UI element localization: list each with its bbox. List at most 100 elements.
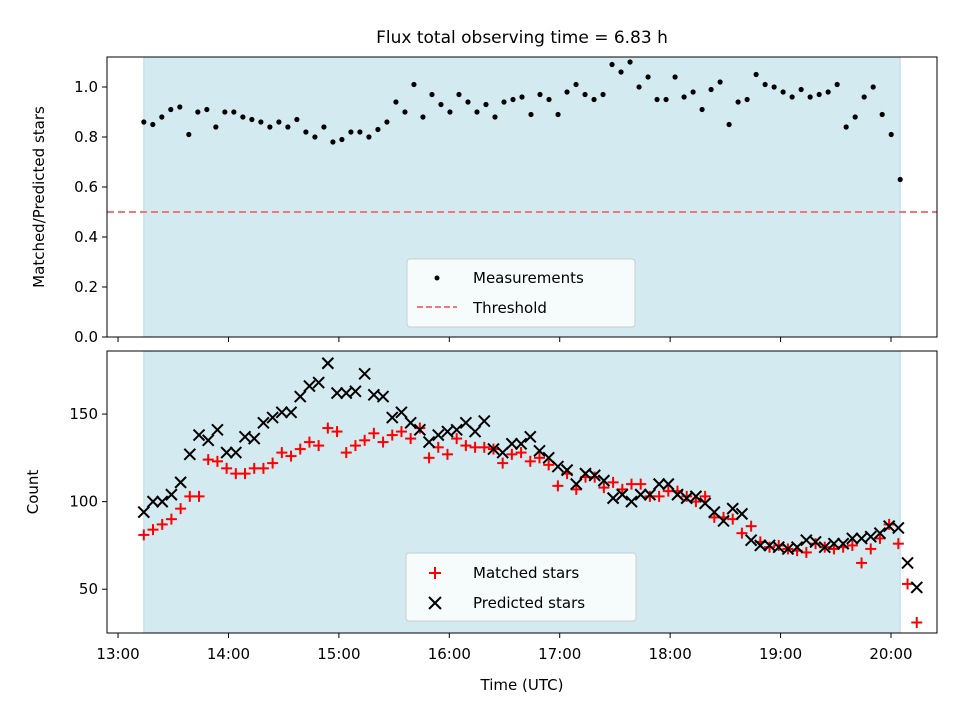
- measurement-point: [780, 89, 786, 95]
- matched-star-point: [386, 429, 398, 441]
- matched-star-point: [533, 452, 545, 464]
- predicted-star-point: [514, 437, 528, 451]
- matched-star-point: [441, 448, 453, 460]
- measurement-point: [843, 124, 849, 130]
- predicted-star-point: [836, 537, 850, 550]
- matched-star-point: [395, 426, 407, 438]
- matched-star-point: [359, 434, 371, 446]
- matched-star-point: [690, 496, 702, 508]
- measurement-point: [888, 131, 894, 138]
- x-tick-label: 18:00: [649, 645, 692, 663]
- ratio-axes-frame: [106, 56, 938, 338]
- matched-star-point: [570, 483, 582, 495]
- predicted-star-point: [754, 539, 767, 552]
- measurement-point: [564, 89, 570, 95]
- predicted-star-point: [662, 477, 675, 491]
- predicted-star-point: [744, 533, 758, 547]
- predicted-star-point: [809, 535, 822, 549]
- matched-star-point: [193, 490, 205, 502]
- matched-star-point: [147, 524, 159, 536]
- measurement-point: [816, 91, 822, 98]
- matched-star-point: [349, 440, 361, 452]
- measurement-point: [501, 99, 507, 105]
- matched-star-point: [552, 480, 564, 492]
- matched-star-point: [221, 462, 233, 474]
- measurement-point: [366, 134, 372, 140]
- legend-label-matched: Matched stars: [473, 564, 579, 582]
- legend-marker-matched: [429, 567, 441, 579]
- measurement-point: [519, 94, 525, 100]
- measurement-point: [411, 81, 417, 88]
- ratio-y-tick-label: 1.0: [74, 78, 98, 96]
- counts-axes-frame: [106, 350, 938, 634]
- measurement-point: [195, 109, 201, 115]
- matched-star-point: [423, 452, 435, 464]
- predicted-star-point: [570, 477, 583, 491]
- matched-star-point: [497, 457, 509, 469]
- ratio-y-tick-label: 0.4: [74, 228, 98, 246]
- measurement-point: [375, 126, 381, 133]
- counts-legend: Matched stars Predicted stars: [405, 552, 637, 622]
- measurement-point: [294, 116, 300, 123]
- ratio-legend-box: [406, 258, 636, 328]
- matched-star-point: [607, 476, 619, 488]
- predicted-star-point: [220, 446, 233, 459]
- matched-star-point: [874, 532, 886, 544]
- matched-star-point: [331, 426, 343, 438]
- matched-star-point: [616, 483, 628, 495]
- legend-marker-predicted: [428, 596, 442, 610]
- measurement-point: [312, 134, 318, 140]
- ratio-y-tick-label: 0.8: [74, 128, 98, 146]
- measurement-point: [870, 84, 876, 90]
- matched-star-point: [377, 436, 389, 448]
- ratio-y-axis-label: Matched/Predicted stars: [30, 106, 48, 288]
- predicted-star-point: [468, 425, 482, 438]
- chart-title: Flux total observing time = 6.83 h: [376, 28, 668, 48]
- measurement-point: [753, 71, 759, 78]
- x-tick-label: 14:00: [207, 645, 250, 663]
- measurement-point: [150, 121, 156, 128]
- measurement-point: [285, 124, 291, 130]
- matched-star-point: [340, 447, 352, 459]
- ratio-legend: Measurements Threshold: [406, 258, 636, 328]
- predicted-star-point: [211, 423, 224, 437]
- predicted-star-point: [386, 411, 399, 424]
- predicted-star-point: [174, 476, 187, 489]
- predicted-star-point: [616, 488, 629, 501]
- counts-y-tick-label: 50: [79, 580, 98, 598]
- measurement-point: [852, 114, 858, 120]
- predicted-star-point: [404, 416, 417, 430]
- matched-star-point: [248, 462, 260, 474]
- measurement-point: [447, 109, 453, 115]
- measurement-point: [483, 101, 489, 108]
- predicted-star-point: [192, 428, 206, 442]
- counts-legend-box: [405, 552, 637, 622]
- measurement-point: [717, 79, 723, 85]
- measurement-point: [249, 116, 255, 123]
- matched-star-point: [156, 518, 168, 530]
- legend-label-threshold: Threshold: [472, 299, 547, 317]
- matched-star-point: [662, 485, 674, 497]
- measurement-point: [537, 91, 543, 98]
- matched-star-point: [184, 490, 196, 502]
- matched-star-point: [294, 443, 306, 455]
- matched-star-point: [138, 529, 150, 541]
- ratio-y-tick-label: 0.6: [74, 178, 98, 196]
- measurement-point: [600, 91, 606, 98]
- matched-star-point: [506, 448, 518, 460]
- measurement-point: [393, 99, 399, 105]
- predicted-star-point: [533, 444, 546, 458]
- measurement-point: [879, 111, 885, 118]
- measurement-point: [654, 96, 660, 103]
- counts-y-tick-label: 150: [69, 405, 98, 423]
- predicted-star-point: [560, 463, 574, 477]
- predicted-star-point: [873, 526, 887, 540]
- predicted-star-point: [137, 505, 151, 519]
- measurement-point: [861, 94, 867, 100]
- measurement-point: [762, 81, 768, 88]
- predicted-star-point: [257, 416, 270, 430]
- measurement-point: [672, 74, 678, 80]
- predicted-star-point: [671, 488, 684, 501]
- matched-star-point: [368, 427, 380, 439]
- matched-star-point: [313, 440, 325, 452]
